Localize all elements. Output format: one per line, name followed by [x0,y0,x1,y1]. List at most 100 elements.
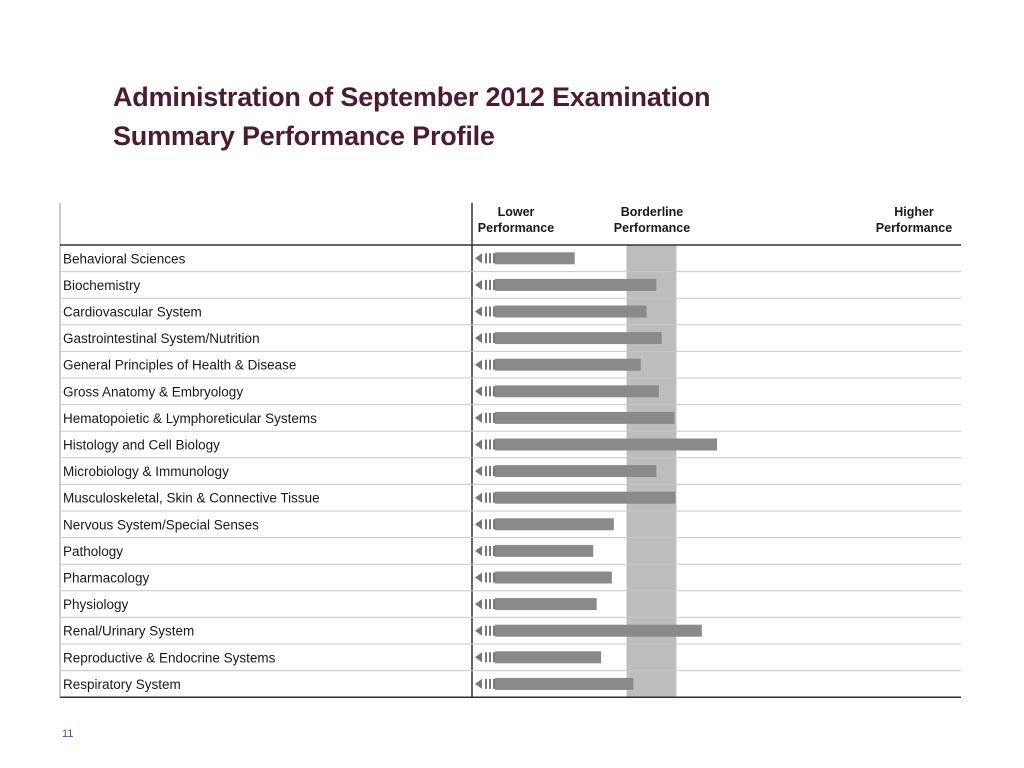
scale-tick [485,279,487,290]
scale-tick [485,466,487,477]
title-line-1: Administration of September 2012 Examina… [113,82,711,112]
scale-tick [493,279,495,290]
scale-tick [493,678,495,689]
scale-tick [489,652,491,663]
lower-arrow-icon [475,625,482,636]
category-label: Pathology [63,544,123,559]
scale-tick [489,572,491,583]
category-label: Physiology [63,597,129,612]
category-label: Reproductive & Endocrine Systems [63,650,276,665]
scale-tick [493,625,495,636]
lower-arrow-icon [475,279,482,290]
lower-arrow-icon [475,466,482,477]
scale-tick [493,572,495,583]
scale-tick [485,652,487,663]
scale-tick [489,253,491,264]
performance-bar [495,438,717,451]
scale-tick [493,439,495,450]
scale-tick [489,545,491,556]
scale-tick [485,519,487,530]
scale-tick [485,492,487,503]
scale-tick [493,253,495,264]
lower-arrow-icon [475,599,482,610]
performance-bar [495,332,662,345]
scale-tick [493,306,495,317]
performance-bar [495,252,575,265]
scale-tick [485,572,487,583]
scale-tick [489,492,491,503]
scale-tick [485,439,487,450]
scale-tick [489,333,491,344]
category-label: Biochemistry [63,278,141,293]
performance-bar [495,544,594,557]
category-label: Histology and Cell Biology [63,438,220,453]
scale-tick [485,386,487,397]
lower-arrow-icon [475,439,482,450]
scale-tick [485,253,487,264]
category-label: Gross Anatomy & Embryology [63,384,243,399]
scale-tick [493,333,495,344]
lower-arrow-icon [475,492,482,503]
category-label: Hematopoietic & Lymphoreticular Systems [63,411,317,426]
category-label: Musculoskeletal, Skin & Connective Tissu… [63,491,320,506]
scale-tick [489,359,491,370]
performance-bar [495,385,659,398]
scale-tick [493,545,495,556]
scale-tick [493,412,495,423]
performance-bar [495,571,612,584]
scale-tick [493,359,495,370]
performance-bar [495,358,641,371]
performance-bar [495,491,676,504]
category-label: Behavioral Sciences [63,251,186,266]
scale-tick [485,545,487,556]
lower-arrow-icon [475,678,482,689]
scale-tick [489,412,491,423]
page-number: 11 [62,728,74,740]
category-label: General Principles of Health & Disease [63,358,296,373]
performance-bar [495,465,657,478]
performance-bar [495,624,702,637]
scale-tick [489,466,491,477]
lower-arrow-icon [475,519,482,530]
lower-arrow-icon [475,572,482,583]
performance-bar [495,518,614,531]
category-label: Microbiology & Immunology [63,464,229,479]
scale-tick [493,599,495,610]
scale-tick [493,492,495,503]
scale-tick [489,625,491,636]
scale-tick [485,359,487,370]
performance-bar [495,278,657,291]
performance-bar [495,411,675,424]
lower-arrow-icon [475,333,482,344]
scale-tick [489,439,491,450]
scale-header: Borderline Performance [614,205,690,235]
performance-bar [495,598,597,611]
scale-header: Higher Performance [876,205,952,235]
title-line-2: Summary Performance Profile [113,121,495,151]
category-label: Pharmacology [63,571,150,586]
lower-arrow-icon [475,386,482,397]
lower-arrow-icon [475,545,482,556]
scale-tick [493,386,495,397]
scale-tick [485,625,487,636]
scale-tick [489,599,491,610]
lower-arrow-icon [475,652,482,663]
scale-tick [485,599,487,610]
category-label: Renal/Urinary System [63,624,194,639]
scale-tick [493,652,495,663]
scale-tick [489,519,491,530]
scale-tick [485,306,487,317]
scale-tick [493,466,495,477]
scale-tick [489,279,491,290]
performance-bar [495,677,634,690]
scale-tick [489,306,491,317]
scale-tick [489,678,491,689]
scale-header: Lower Performance [478,205,554,235]
scale-tick [485,333,487,344]
lower-arrow-icon [475,359,482,370]
performance-bar [495,305,647,318]
lower-arrow-icon [475,412,482,423]
category-label: Nervous System/Special Senses [63,517,259,532]
